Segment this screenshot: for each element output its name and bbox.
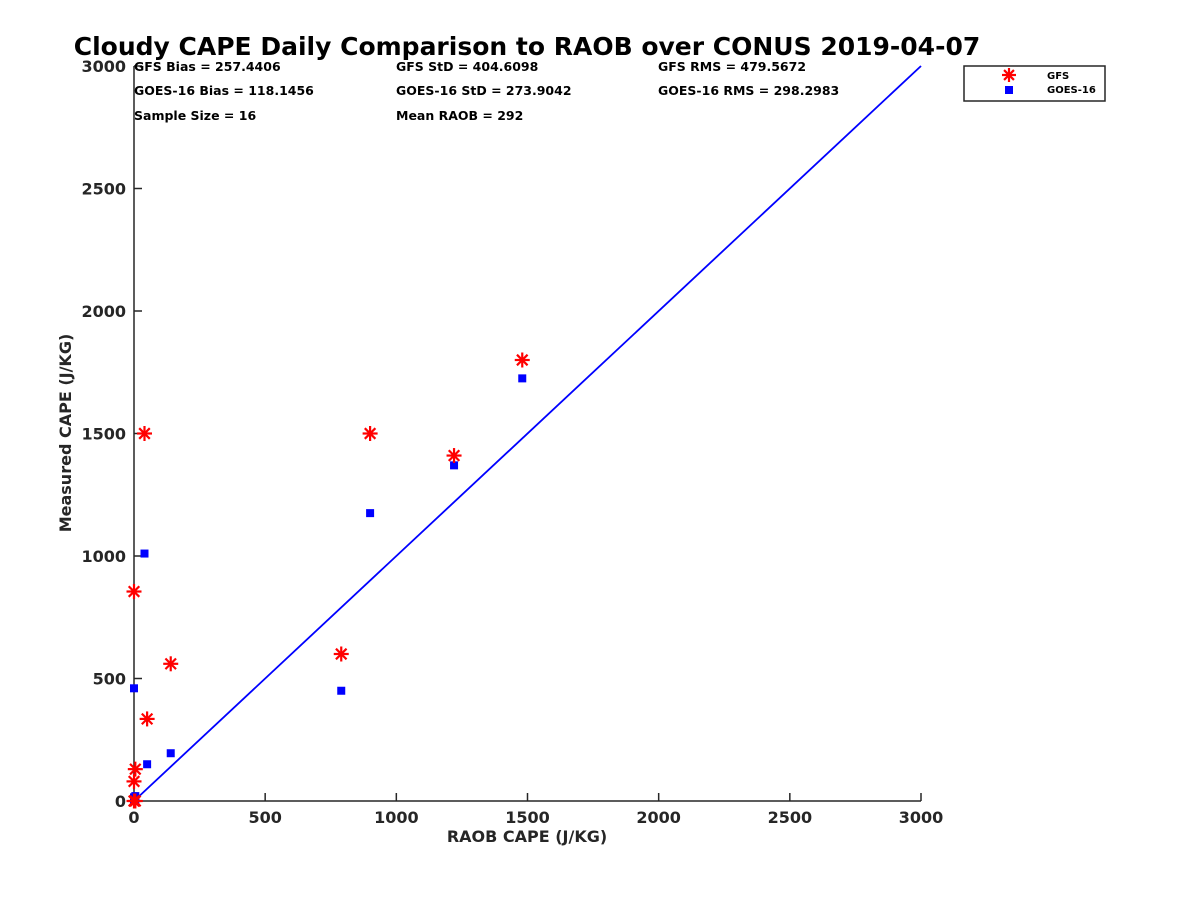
x-tick-label: 0: [128, 808, 139, 827]
legend-gfs-asterisk: [1002, 68, 1016, 82]
x-tick-label: 2500: [768, 808, 813, 827]
y-tick-label: 1500: [81, 425, 126, 444]
x-tick-label: 2000: [636, 808, 681, 827]
mean-raob-text: Mean RAOB = 292: [396, 108, 523, 123]
gfs-point: [163, 656, 179, 672]
ticks: 0 500 1000 1500 2000 2500 3000 0 500 1000 1500 2000…: [81, 57, 943, 827]
goes16-point: [130, 684, 138, 693]
x-tick-label: 1500: [505, 808, 550, 827]
y-tick-label: 3000: [81, 57, 126, 76]
y-tick-label: 2000: [81, 302, 126, 321]
x-axis-label: RAOB CAPE (J/KG): [447, 827, 607, 846]
gfs-point: [126, 793, 142, 809]
y-tick-label: 500: [93, 670, 126, 689]
legend-box: [963, 65, 1106, 102]
y-tick-label: 0: [115, 792, 126, 811]
goes16-point: [366, 509, 375, 518]
y-tick-label: 1000: [81, 547, 126, 566]
y-axis-label: Measured CAPE (J/KG): [56, 334, 75, 533]
legend-gfs-label: GFS: [1047, 71, 1069, 82]
gfs-point: [333, 646, 349, 662]
gfs-series: [126, 352, 530, 809]
gfs-point: [126, 584, 142, 600]
gfs-point: [127, 761, 143, 777]
gfs-std-text: GFS StD = 404.6098: [396, 59, 538, 74]
goes-rms-text: GOES-16 RMS = 298.2983: [658, 83, 839, 98]
gfs-rms-text: GFS RMS = 479.5672: [658, 59, 806, 74]
x-tick-label: 500: [248, 808, 281, 827]
goes16-point: [143, 760, 152, 769]
x-tick-label: 1000: [374, 808, 419, 827]
gfs-point: [136, 426, 152, 441]
gfs-point: [362, 426, 378, 441]
goes16-point: [140, 549, 149, 558]
stats-annotations: GFS Bias = 257.4406 GFS StD = 404.6098 G…: [134, 59, 839, 123]
legend: GFS GOES-16: [963, 65, 1106, 102]
legend-gfs-marker: [1002, 68, 1016, 82]
sample-size-text: Sample Size = 16: [134, 108, 256, 123]
gfs-bias-text: GFS Bias = 257.4406: [134, 59, 281, 74]
gfs-point: [126, 773, 142, 789]
x-tick-label: 3000: [899, 808, 944, 827]
gfs-point: [514, 352, 530, 368]
goes16-point: [518, 374, 527, 383]
reference-line-group: [133, 65, 922, 802]
legend-goes16-label: GOES-16: [1047, 85, 1096, 96]
legend-goes16-marker: [1005, 86, 1013, 94]
goes16-point: [450, 461, 459, 470]
goes16-point: [166, 749, 175, 758]
goes-bias-text: GOES-16 Bias = 118.1456: [134, 83, 314, 98]
goes16-point: [337, 686, 346, 695]
chart-title: Cloudy CAPE Daily Comparison to RAOB ove…: [74, 32, 980, 61]
gfs-point: [446, 448, 462, 464]
goes-std-text: GOES-16 StD = 273.9042: [396, 83, 572, 98]
gfs-point: [139, 711, 155, 727]
y-tick-label: 2500: [81, 180, 126, 199]
reference-line: [133, 65, 922, 802]
